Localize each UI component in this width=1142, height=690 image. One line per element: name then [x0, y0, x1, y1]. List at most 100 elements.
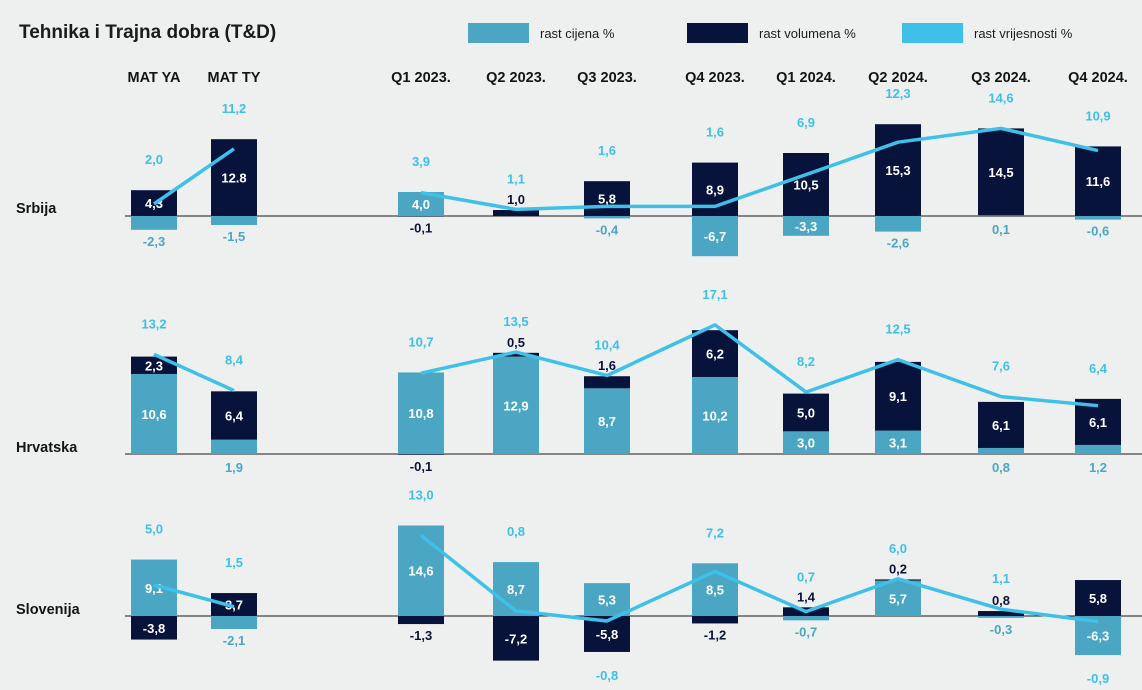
bar-volume — [875, 361, 921, 431]
bar-price — [131, 373, 177, 454]
data-label-value: 2,0 — [145, 152, 163, 167]
data-label-price: -0,7 — [795, 624, 817, 639]
data-label-value: 11,2 — [222, 101, 247, 116]
panel-srbija: Srbija-2,34,32,0-1,512.811,24,0-0,13,91,… — [16, 86, 1142, 257]
legend-swatch-price — [468, 23, 529, 43]
data-label-value: 10,9 — [1085, 108, 1110, 123]
bar-volume — [783, 153, 829, 216]
data-label-price: 10,8 — [408, 406, 433, 421]
data-label-value: 12,3 — [885, 86, 910, 101]
period-label: Q4 2023. — [685, 70, 745, 86]
data-label-price: -6,7 — [704, 229, 726, 244]
bar-volume — [493, 616, 539, 661]
bar-volume — [584, 376, 630, 389]
data-label-volume: 1,4 — [797, 589, 816, 604]
data-label-volume: -1,2 — [704, 627, 726, 642]
bar-price — [131, 216, 177, 230]
data-label-volume: -0,1 — [410, 221, 432, 236]
period-labels: MAT YA MAT TY Q1 2023. Q2 2023. Q3 2023. Q4 2… — [128, 70, 1128, 86]
bar-volume — [783, 393, 829, 432]
data-label-volume: -5,8 — [596, 627, 618, 642]
bar-price — [783, 616, 829, 621]
chart-title: Tehnika i Trajna dobra (T&D) — [19, 22, 276, 43]
series-line-value — [153, 352, 235, 393]
bar-price — [493, 562, 539, 616]
data-label-volume: -0,1 — [410, 459, 432, 474]
data-label-price: -2,3 — [143, 234, 165, 249]
data-label-volume: 1,6 — [598, 358, 616, 373]
bar-price — [1075, 444, 1121, 454]
bar-price — [211, 439, 257, 454]
data-label-value: 13,5 — [503, 314, 528, 329]
bar-price — [978, 447, 1024, 454]
country-label: Hrvatska — [16, 440, 78, 456]
panel-slovenija: Slovenija9,1-3,85,0-2,13,71,514,6-1,313,… — [16, 487, 1142, 686]
bar-price — [211, 616, 257, 630]
data-label-price: -3,3 — [795, 219, 817, 234]
data-label-volume: 11,6 — [1086, 174, 1111, 189]
bar-volume — [131, 616, 177, 640]
bar-volume — [398, 616, 444, 625]
panels: Srbija-2,34,32,0-1,512.811,24,0-0,13,91,… — [16, 86, 1142, 686]
series-line-value — [153, 583, 235, 609]
data-label-value: 5,0 — [145, 522, 163, 537]
bar-price — [1075, 216, 1121, 220]
legend-label-volume: rast volumena % — [759, 26, 856, 41]
data-label-volume: 5,8 — [598, 192, 616, 207]
bar-volume — [978, 611, 1024, 616]
series-line-value — [153, 147, 235, 206]
bar-price — [978, 616, 1024, 618]
bar-price — [783, 216, 829, 236]
bar-price — [875, 430, 921, 454]
bar-volume — [493, 210, 539, 216]
data-label-price: 14,6 — [408, 564, 433, 579]
bar-price — [692, 216, 738, 257]
bar-volume — [211, 139, 257, 216]
data-label-value: 17,1 — [702, 287, 727, 302]
data-label-price: 12,9 — [503, 398, 528, 413]
period-label: MAT TY — [208, 70, 261, 86]
data-label-price: 8,5 — [706, 583, 724, 598]
data-label-price: 8,7 — [507, 582, 525, 597]
legend-label-value: rast vrijesnosti % — [974, 26, 1073, 41]
data-label-volume: 6,2 — [706, 347, 724, 362]
period-label: Q2 2024. — [868, 70, 928, 86]
bar-volume — [584, 181, 630, 216]
data-label-volume: 0,8 — [992, 593, 1010, 608]
data-label-volume: 9,1 — [889, 389, 907, 404]
bar-price — [398, 525, 444, 616]
period-label: Q1 2023. — [391, 70, 451, 86]
bar-volume — [1075, 146, 1121, 216]
data-label-value: -0,8 — [596, 668, 618, 683]
data-label-value: 1,5 — [225, 555, 243, 570]
data-label-price: 10,6 — [141, 407, 166, 422]
data-label-value: 3,9 — [412, 154, 430, 169]
data-label-value: -0,9 — [1087, 671, 1109, 686]
data-label-value: 1,1 — [992, 571, 1010, 586]
period-label: Q1 2024. — [776, 70, 836, 86]
bar-price — [584, 216, 630, 219]
data-label-price: 4,0 — [412, 197, 430, 212]
bar-volume — [692, 616, 738, 624]
data-label-value: 1,1 — [507, 171, 525, 186]
data-label-volume: 10,5 — [793, 178, 818, 193]
panel-hrvatska: Hrvatska 10,6 2,3 13,2 1,9 6,4 8,4 10,8 -0,1 10,7… — [16, 287, 1142, 475]
data-label-volume: 0,5 — [507, 335, 525, 350]
period-label: MAT YA — [128, 70, 181, 86]
data-label-value: 10,4 — [594, 337, 620, 352]
data-label-value: 1,6 — [598, 143, 616, 158]
data-label-volume: 5,0 — [797, 405, 815, 420]
bar-price — [584, 388, 630, 454]
data-label-price: 3,0 — [797, 436, 815, 451]
data-label-price: 10,2 — [702, 408, 727, 423]
bar-price — [398, 372, 444, 454]
data-label-value: 8,4 — [225, 353, 244, 368]
bar-price — [584, 583, 630, 616]
period-label: Q4 2024. — [1068, 70, 1128, 86]
bar-volume — [211, 593, 257, 616]
data-label-price: -0,6 — [1087, 224, 1109, 239]
data-label-value: 7,2 — [706, 525, 724, 540]
data-label-value: 1,6 — [706, 125, 724, 140]
data-label-volume: -3,8 — [143, 621, 165, 636]
